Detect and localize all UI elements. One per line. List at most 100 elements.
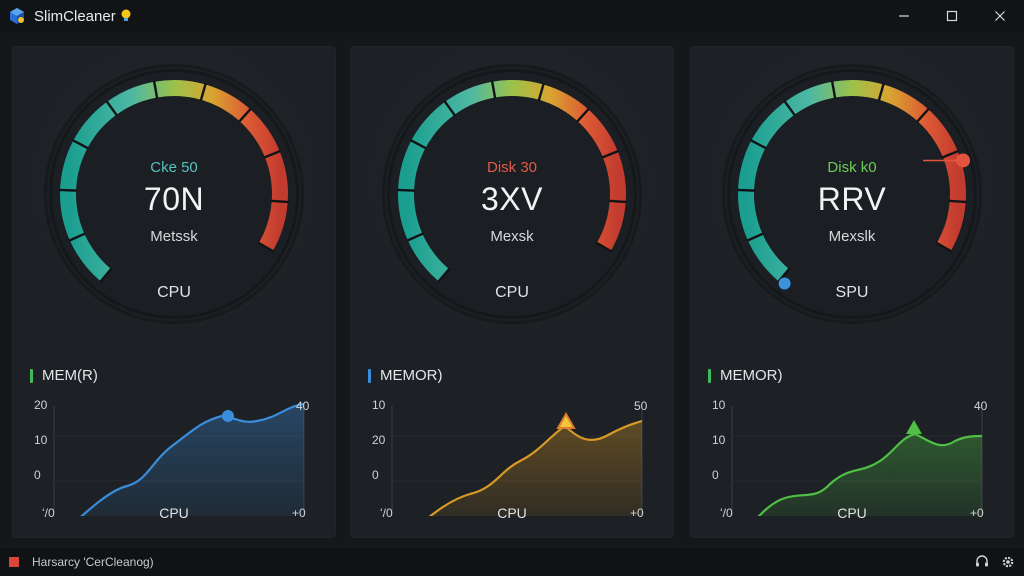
gauge-tick	[537, 83, 545, 102]
gauge-tick	[595, 241, 613, 253]
gauge-tick	[105, 100, 118, 117]
gauge-tick	[199, 83, 207, 102]
gauge-tick	[830, 80, 837, 99]
close-button[interactable]	[976, 0, 1024, 32]
gauge-tick	[749, 138, 767, 150]
gauge-tick	[59, 188, 78, 192]
chart-line	[80, 402, 305, 516]
monitor-panel-3: Disk k0 RRV Mexslk SPU MEMOR) 10 10 0 40 ʻ/0 +0 CPU	[690, 46, 1014, 538]
chart-area	[430, 421, 642, 516]
memory-header: MEMOR)	[368, 367, 443, 384]
gauge-tick	[877, 83, 885, 102]
chart-y-label: 0	[34, 468, 41, 482]
gauge-tick	[443, 100, 456, 117]
headset-icon[interactable]	[974, 554, 990, 570]
gauge-tick	[152, 80, 159, 99]
gauge-unit: Metssk	[150, 228, 198, 245]
chart-y-label: 0	[712, 468, 719, 482]
status-text: Harsarcy 'CerCleanog)	[32, 555, 154, 569]
maximize-button[interactable]	[928, 0, 976, 32]
gauge-tick	[576, 107, 590, 123]
chart-y-label: 20	[372, 433, 386, 447]
chart-right-label: 50	[634, 399, 648, 413]
title-bar: SlimCleaner	[0, 0, 1024, 32]
monitor-panel-2: Disk 30 3XV Mexsk CPU MEMOR) 10 20 0 50 ʻ/0 +0 CPU	[350, 46, 674, 538]
chart-x-label: CPU	[497, 505, 527, 521]
maximize-icon	[946, 10, 958, 22]
gauge-subtitle: Disk k0	[827, 159, 877, 176]
gauge-tick	[71, 138, 89, 150]
gauge-tick	[409, 138, 427, 150]
gauge-tick	[406, 232, 424, 242]
chart-line	[757, 432, 983, 516]
gauge-value: 70N	[143, 181, 205, 217]
chart-y-label: 20	[34, 398, 48, 412]
memory-title: MEMOR)	[720, 367, 783, 384]
gauge-tick	[608, 199, 627, 204]
chart-y-label: 0	[372, 468, 379, 482]
memory-chart	[391, 406, 643, 516]
gauge-tick	[257, 241, 275, 253]
chart-x-left-label: ʻ/0	[720, 506, 733, 520]
gauge-pointer-marker	[956, 153, 971, 168]
gauge-min-marker	[778, 277, 791, 290]
memory-legend-bar	[30, 368, 33, 383]
gauge-tick	[263, 149, 282, 159]
gauge-tick	[737, 188, 756, 192]
lightbulb-icon	[121, 9, 131, 21]
app-cube-icon	[10, 8, 24, 24]
gauge-tick	[68, 232, 86, 242]
gauge-tick	[99, 267, 113, 283]
chart-x-label: CPU	[159, 505, 189, 521]
chart-y-label: 10	[372, 398, 386, 412]
gauge	[382, 64, 642, 324]
chart-x-left-label: ʻ/0	[42, 506, 55, 520]
chart-x-right-label: +0	[970, 506, 984, 520]
gauge-subtitle: Disk 30	[486, 159, 538, 176]
memory-header: MEM(R)	[30, 367, 98, 384]
status-square-icon	[9, 557, 19, 567]
gauge-tick	[437, 267, 451, 283]
minimize-button[interactable]	[880, 0, 928, 32]
gauge-label: CPU	[495, 284, 529, 301]
gauge-tick	[935, 241, 953, 253]
gauge-unit: Mexsk	[490, 228, 534, 245]
chart-right-label: 40	[974, 399, 988, 413]
memory-chart	[731, 406, 983, 516]
gauge-tick	[397, 188, 416, 192]
chart-area	[759, 434, 982, 516]
gauge-tick	[238, 107, 252, 123]
app-title: SlimCleaner	[34, 7, 116, 25]
chart-peak-marker	[906, 420, 922, 434]
gauge	[44, 64, 304, 324]
gauge-tick	[746, 232, 764, 242]
chart-line	[428, 419, 643, 516]
chart-peak-marker	[222, 410, 234, 422]
gauge-unit: Mexslk	[828, 228, 876, 245]
chart-x-label: CPU	[837, 505, 867, 521]
gauge-tick	[270, 199, 289, 204]
gauge-tick	[601, 149, 620, 159]
chart-y-label: 10	[34, 433, 48, 447]
memory-legend-bar	[368, 368, 371, 383]
chart-x-left-label: ʻ/0	[380, 506, 393, 520]
gauge-tick	[490, 80, 497, 99]
memory-chart	[53, 402, 305, 516]
gauge-tick	[916, 107, 930, 123]
gauge-value: 3XV	[481, 181, 543, 217]
status-bar: Harsarcy 'CerCleanog)	[0, 548, 1024, 576]
minimize-icon	[899, 15, 909, 17]
gauge-value: RRV	[817, 181, 887, 217]
gauge	[722, 64, 982, 324]
chart-x-right-label: +0	[630, 506, 644, 520]
memory-legend-bar	[708, 368, 711, 383]
close-icon	[995, 11, 1005, 21]
chart-y-label: 10	[712, 433, 726, 447]
gauge-tick	[948, 199, 967, 204]
chart-x-right-label: +0	[292, 506, 306, 520]
chart-y-label: 10	[712, 398, 726, 412]
chart-peak-marker	[556, 411, 576, 429]
gauge-label: CPU	[157, 284, 191, 301]
monitor-panel-1: Cke 50 70N Metssk CPU MEM(R) 20 10 0 40 ʻ/0 +0 CPU	[12, 46, 336, 538]
settings-gear-icon[interactable]	[1000, 554, 1016, 570]
